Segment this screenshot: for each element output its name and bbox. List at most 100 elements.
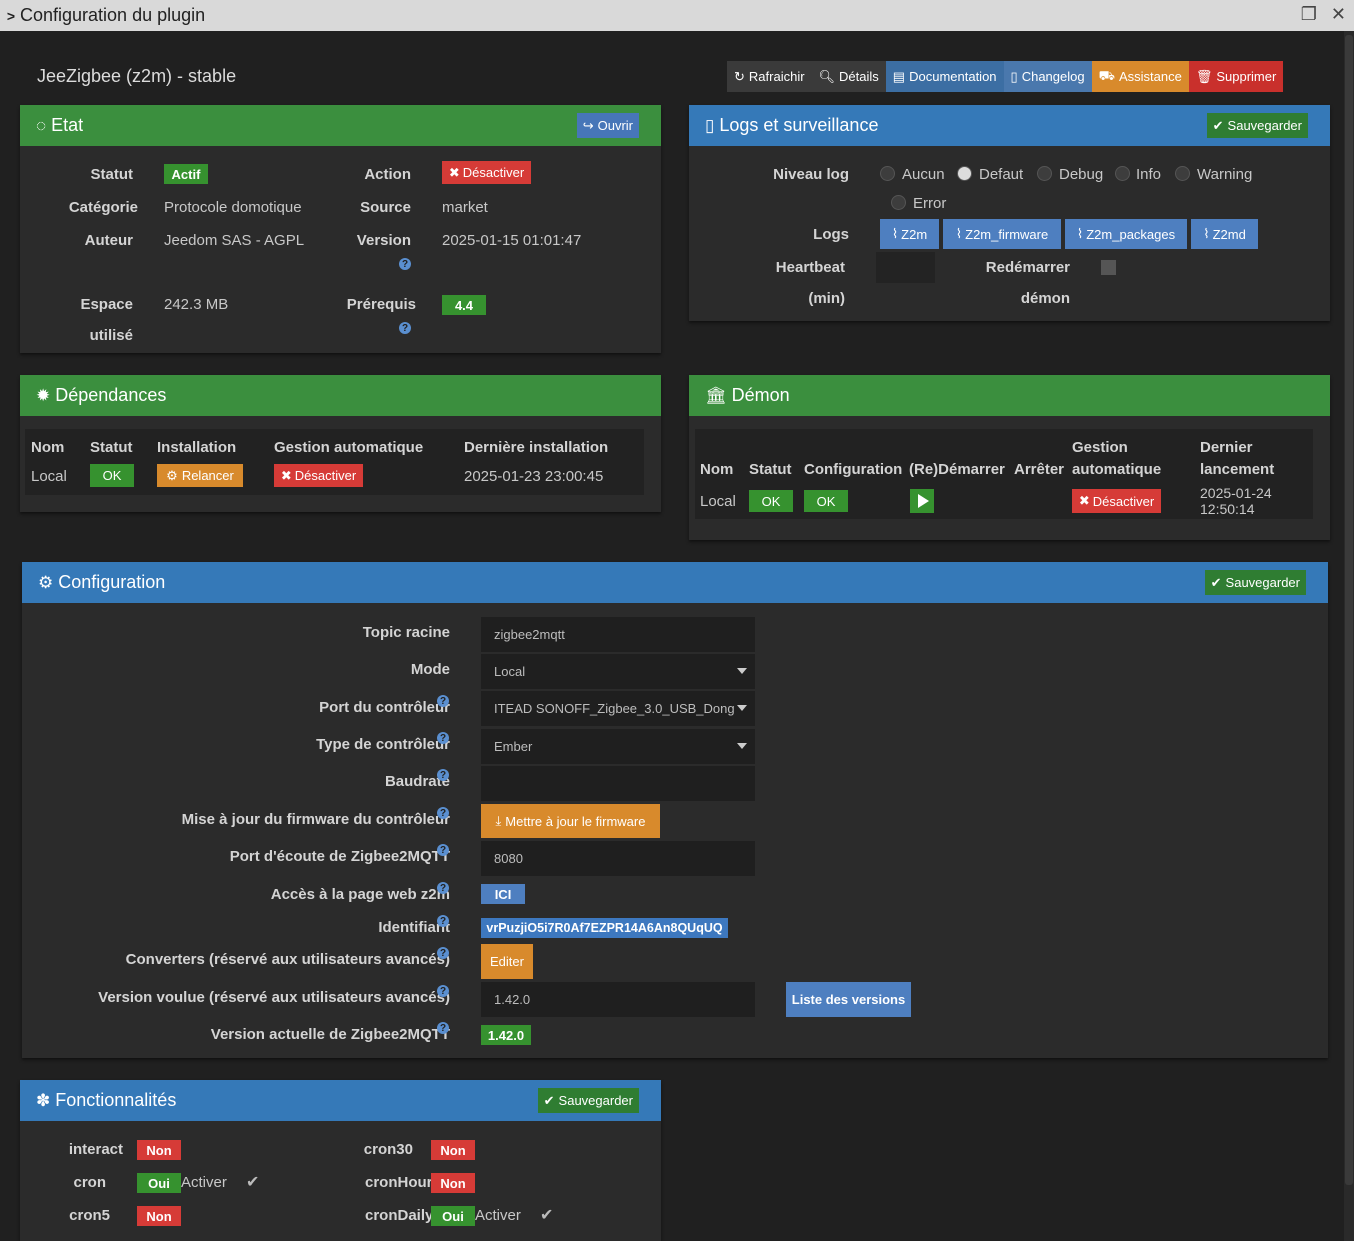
demon-start-button[interactable] bbox=[910, 489, 934, 513]
times-icon: ✖ bbox=[448, 164, 460, 180]
ecoute-input[interactable]: 8080 bbox=[481, 841, 755, 876]
configuration-title: Configuration bbox=[58, 572, 166, 592]
crondaily-activer-label: Activer bbox=[475, 1207, 521, 1224]
demon-header: 🏛︎ Démon bbox=[689, 375, 1330, 416]
demon-header-statut: Statut bbox=[749, 461, 792, 478]
desactiver-plugin-button[interactable]: ✖ Désactiver bbox=[442, 161, 531, 184]
refresh-button[interactable]: ↻ Rafraichir bbox=[727, 61, 812, 92]
level-aucun: Aucun bbox=[902, 166, 945, 183]
type-select[interactable]: Ember bbox=[481, 729, 755, 764]
page-scrollbar[interactable] bbox=[1344, 31, 1354, 1241]
radio-info[interactable] bbox=[1115, 166, 1130, 181]
delete-button[interactable]: 🗑︎ Supprimer bbox=[1188, 61, 1284, 92]
logs-save-button[interactable]: ✔ Sauvegarder bbox=[1206, 113, 1308, 138]
ecoute-value: 8080 bbox=[494, 851, 523, 866]
configuration-header: ⚙ Configuration ✔ Sauvegarder bbox=[22, 562, 1328, 603]
cronhourly-text: cronHourly bbox=[365, 1174, 431, 1191]
baudrate-input[interactable] bbox=[481, 766, 755, 801]
question-icon[interactable]: ? bbox=[437, 1022, 449, 1034]
config-save-label: Sauvegarder bbox=[1225, 575, 1300, 590]
times-icon: ✖ bbox=[1078, 493, 1090, 508]
converters-edit-button[interactable]: Editer bbox=[481, 944, 533, 979]
espace-label-2: utilisé bbox=[89, 327, 133, 344]
web-ici-button[interactable]: ICI bbox=[481, 884, 525, 904]
topic-input[interactable]: zigbee2mqtt bbox=[481, 617, 755, 652]
bank-icon: 🏛︎ bbox=[705, 385, 727, 405]
fonc-save-label: Sauvegarder bbox=[558, 1093, 633, 1108]
versions-list-button[interactable]: Liste des versions bbox=[786, 982, 911, 1017]
question-icon[interactable]: ? bbox=[437, 985, 449, 997]
assistance-button[interactable]: ⛟ Assistance bbox=[1091, 61, 1189, 92]
restart-checkbox[interactable] bbox=[1101, 260, 1116, 275]
log-z2m-packages-button[interactable]: ⌇ Z2m_packages bbox=[1065, 219, 1187, 249]
restore-icon[interactable]: ❐ bbox=[1300, 4, 1317, 24]
check-icon[interactable]: ✔ bbox=[246, 1174, 260, 1191]
question-icon[interactable]: ? bbox=[437, 844, 449, 856]
circle-notch-icon: ◌ bbox=[36, 115, 47, 135]
port-select[interactable]: ITEAD SONOFF_Zigbee_3.0_USB_Dongl bbox=[481, 691, 755, 726]
chevron-right-icon[interactable]: > bbox=[6, 7, 16, 24]
radio-warning[interactable] bbox=[1175, 166, 1190, 181]
radio-debug[interactable] bbox=[1037, 166, 1052, 181]
question-icon[interactable]: ? bbox=[437, 915, 449, 927]
ident-badge: vrPuzjiO5i7R0Af7EZPR14A6An8QUqUQ bbox=[481, 918, 728, 938]
firmware-label: Mise à jour du firmware du contrôleur bbox=[181, 811, 450, 828]
voulue-input[interactable]: 1.42.0 bbox=[481, 982, 755, 1017]
changelog-button[interactable]: ▯ Changelog bbox=[1003, 61, 1092, 92]
dep-desactiver-label: Désactiver bbox=[294, 468, 357, 483]
niveau-log-label: Niveau log bbox=[773, 166, 849, 183]
details-label: Détails bbox=[839, 69, 879, 84]
radio-defaut[interactable] bbox=[957, 166, 972, 181]
dependances-title: Dépendances bbox=[55, 385, 167, 405]
question-icon[interactable]: ? bbox=[437, 807, 449, 819]
check-icon[interactable]: ✔ bbox=[540, 1207, 554, 1224]
scrollbar-thumb[interactable] bbox=[1345, 35, 1353, 1185]
statut-badge: Actif bbox=[164, 164, 208, 184]
log-z2m-firmware-button[interactable]: ⌇ Z2m_firmware bbox=[943, 219, 1061, 249]
logs-panel: ▯ Logs et surveillance ✔ Sauvegarder bbox=[689, 105, 1330, 321]
voulue-value: 1.42.0 bbox=[494, 992, 531, 1007]
demon-desactiver-button[interactable]: ✖ Désactiver bbox=[1072, 489, 1161, 513]
level-warning: Warning bbox=[1197, 166, 1253, 183]
paperclip-icon: ⌇ bbox=[955, 226, 963, 241]
config-save-button[interactable]: ✔ Sauvegarder bbox=[1204, 570, 1306, 595]
open-label: Ouvrir bbox=[597, 118, 633, 133]
chevron-down-icon bbox=[737, 743, 747, 749]
dep-header-nom: Nom bbox=[31, 439, 65, 456]
radio-error[interactable] bbox=[891, 195, 906, 210]
fonc-save-button[interactable]: ✔ Sauvegarder bbox=[537, 1088, 639, 1113]
version-label: Version bbox=[356, 232, 411, 249]
question-icon[interactable]: ? bbox=[399, 322, 411, 334]
etat-header: ◌ Etat ↪ Ouvrir bbox=[20, 105, 661, 146]
question-icon[interactable]: ? bbox=[437, 947, 449, 959]
mode-select[interactable]: Local bbox=[481, 654, 755, 689]
logs-save-label: Sauvegarder bbox=[1227, 118, 1302, 133]
documentation-button[interactable]: ▤ Documentation bbox=[885, 61, 1004, 92]
dep-desactiver-button[interactable]: ✖ Désactiver bbox=[274, 464, 363, 487]
type-value: Ember bbox=[494, 739, 533, 754]
cron30-badge: Non bbox=[431, 1140, 475, 1160]
details-button[interactable]: 🔍︎ Détails bbox=[811, 61, 886, 92]
question-icon[interactable]: ? bbox=[437, 732, 449, 744]
open-button[interactable]: ↪ Ouvrir bbox=[576, 113, 639, 138]
heartbeat-input[interactable] bbox=[876, 252, 935, 283]
interact-label: interact bbox=[68, 1141, 123, 1158]
firmware-update-button[interactable]: ⤓ Mettre à jour le firmware bbox=[481, 804, 660, 838]
relancer-button[interactable]: ⚙ Relancer bbox=[157, 464, 243, 487]
question-icon[interactable]: ? bbox=[437, 882, 449, 894]
cron-activer-label: Activer bbox=[181, 1174, 227, 1191]
log-z2md-button[interactable]: ⌇ Z2md bbox=[1191, 219, 1258, 249]
download-icon: ⤓ bbox=[495, 813, 502, 828]
window-controls: ❐ ✕ bbox=[1301, 4, 1346, 25]
source-label: Source bbox=[360, 199, 411, 216]
question-icon[interactable]: ? bbox=[399, 258, 411, 270]
question-icon[interactable]: ? bbox=[437, 695, 449, 707]
demon-status-badge: OK bbox=[749, 490, 793, 512]
ecoute-label: Port d'écoute de Zigbee2MQTT bbox=[229, 848, 450, 865]
radio-aucun[interactable] bbox=[880, 166, 895, 181]
question-icon[interactable]: ? bbox=[437, 769, 449, 781]
firmware-update-label: Mettre à jour le firmware bbox=[505, 813, 646, 829]
assistance-label: Assistance bbox=[1118, 69, 1182, 84]
log-z2m-button[interactable]: ⌇ Z2m bbox=[880, 219, 939, 249]
close-icon[interactable]: ✕ bbox=[1330, 4, 1346, 24]
